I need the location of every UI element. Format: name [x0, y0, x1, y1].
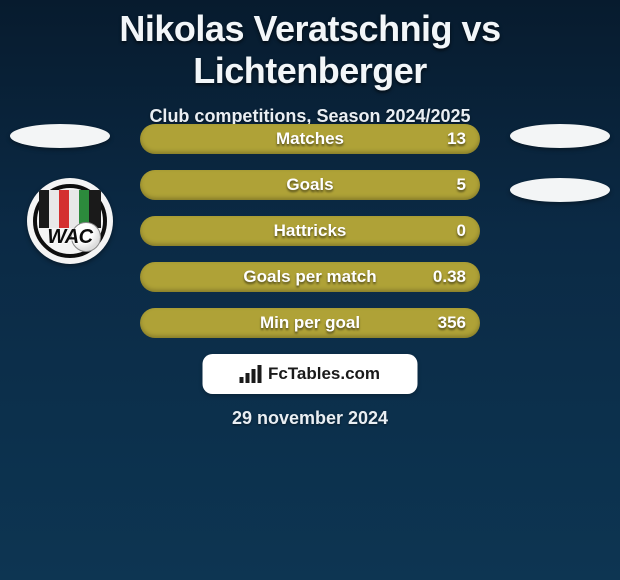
stat-label: Hattricks	[274, 221, 347, 241]
bar-chart-icon	[240, 365, 262, 383]
stat-value: 0	[457, 221, 466, 241]
stat-value: 5	[457, 175, 466, 195]
stat-label: Goals per match	[243, 267, 376, 287]
comparison-card: Nikolas Veratschnig vs Lichtenberger Clu…	[0, 0, 620, 580]
stat-value: 0.38	[433, 267, 466, 287]
page-title: Nikolas Veratschnig vs Lichtenberger	[0, 0, 620, 92]
club-logo-disc: WAC	[27, 178, 113, 264]
brand-text: FcTables.com	[268, 364, 380, 384]
stat-label: Min per goal	[260, 313, 360, 333]
stat-bar-min-per-goal: Min per goal 356	[140, 308, 480, 338]
stat-bar-goals: Goals 5	[140, 170, 480, 200]
stat-value: 356	[438, 313, 466, 333]
stat-bar-matches: Matches 13	[140, 124, 480, 154]
stat-value: 13	[447, 129, 466, 149]
stat-bars: Matches 13 Goals 5 Hattricks 0 Goals per…	[140, 124, 480, 354]
date-line: 29 november 2024	[0, 408, 620, 429]
stat-label: Goals	[286, 175, 333, 195]
club-wordmark: WAC	[47, 226, 92, 249]
stat-label: Matches	[276, 129, 344, 149]
portrait-placeholder-right	[510, 124, 610, 148]
club-logo-left: WAC	[20, 178, 120, 264]
brand-badge: FcTables.com	[203, 354, 418, 394]
stat-bar-hattricks: Hattricks 0	[140, 216, 480, 246]
club-logo-placeholder-right	[510, 178, 610, 202]
stat-bar-goals-per-match: Goals per match 0.38	[140, 262, 480, 292]
portrait-placeholder-left	[10, 124, 110, 148]
